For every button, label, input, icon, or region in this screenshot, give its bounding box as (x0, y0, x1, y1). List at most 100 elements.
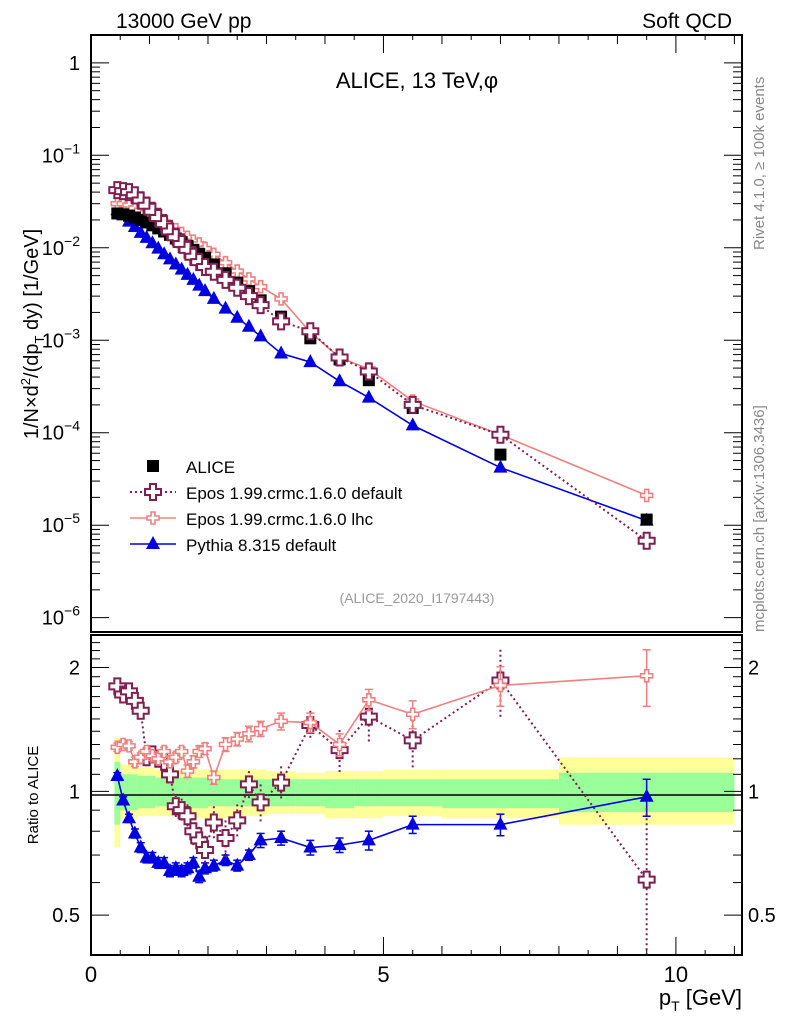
ratio-y-tick-label-right: 0.5 (748, 905, 776, 927)
x-tick-label: 0 (85, 962, 97, 987)
data-point-cross-small (639, 488, 654, 503)
ratio-panel: 0.5 0.5 1 1 2 2 0 5 10 Ratio to ALICE (25, 634, 776, 987)
data-point-triangle (303, 354, 318, 368)
main-frame (90, 34, 743, 633)
rivet-label: Rivet 4.1.0, ≥ 100k events (751, 77, 768, 250)
ratio-bands (114, 737, 735, 848)
data-point-square (640, 513, 653, 526)
data-point-triangle (274, 830, 289, 844)
uncertainty-band-inner (184, 777, 208, 809)
main-panel: 1 10−1 10−2 10−3 10−4 10−5 10−6 ALICE, 13 TeV,… (18, 34, 743, 633)
legend-label: Pythia 8.315 default (186, 536, 337, 555)
data-point-cross-small (174, 744, 189, 759)
data-point-cross-small (230, 264, 245, 278)
data-point-triangle (303, 839, 318, 853)
data-point-cross (131, 701, 150, 720)
svg-text:1/N×d2/(dpT dy) [1/GeV]: 1/N×d2/(dpT dy) [1/GeV] (18, 229, 47, 439)
data-point-square (494, 448, 507, 461)
data-point-cross-small (186, 754, 201, 769)
data-point-triangle (253, 328, 268, 342)
legend: ALICE Epos 1.99.crmc.1.6.0 default Epos 1.… (130, 458, 403, 555)
ratio-y-tick-label: 1 (69, 781, 80, 803)
data-point-cross-small (303, 715, 318, 730)
ratio-y-tick-label-right: 2 (748, 658, 759, 680)
data-point-cross (491, 425, 510, 444)
main-ticks: 1 10−1 10−2 10−3 10−4 10−5 10−6 (42, 34, 742, 630)
uncertainty-band-inner (441, 779, 559, 809)
ratio-series-0 (108, 649, 656, 955)
data-point-triangle (122, 810, 137, 824)
data-point-cross-small (332, 737, 347, 752)
y-tick-label: 10−6 (42, 603, 80, 630)
svg-text:pT [GeV]: pT [GeV] (659, 985, 742, 1014)
data-point-triangle (332, 373, 347, 387)
data-point-cross (251, 793, 270, 812)
data-point-triangle (405, 417, 420, 431)
data-point-cross (144, 483, 162, 501)
data-point-cross (196, 841, 215, 860)
data-point-cross (403, 731, 422, 750)
uncertainty-band-inner (324, 779, 355, 809)
data-point-cross (239, 775, 258, 794)
data-point-triangle (405, 816, 420, 830)
data-point-triangle (206, 290, 221, 304)
analysis-tag: (ALICE_2020_I1797443) (340, 590, 495, 606)
data-point-cross-small (151, 751, 166, 766)
header-right: Soft QCD (642, 10, 732, 33)
data-point-triangle (192, 868, 207, 882)
data-point-cross-small (274, 292, 288, 306)
data-point-cross (272, 312, 291, 331)
header-left: 13000 GeV pp (116, 10, 251, 33)
data-point-triangle (116, 792, 131, 806)
data-point-cross (359, 362, 378, 381)
ratio-series (108, 648, 656, 955)
uncertainty-band-inner (383, 779, 442, 807)
data-point-triangle (157, 854, 172, 868)
data-point-cross-small (122, 739, 136, 753)
x-tick-label: 10 (664, 962, 688, 987)
data-point-cross-small (207, 770, 221, 785)
data-point-triangle (253, 832, 268, 846)
data-point-cross-small (198, 741, 212, 756)
data-point-cross (204, 813, 223, 832)
data-point-triangle (332, 837, 347, 851)
data-point-triangle (493, 459, 508, 473)
data-point-cross-small (242, 272, 256, 286)
y-tick-label: 1 (69, 53, 80, 75)
uncertainty-band-inner (295, 779, 325, 807)
data-point-triangle (146, 536, 160, 549)
y-tick-label: 10−3 (42, 325, 80, 352)
series-1 (108, 181, 656, 550)
data-point-cross-small (362, 692, 376, 707)
data-point-triangle (493, 816, 508, 830)
uncertainty-band-inner (137, 775, 156, 809)
data-point-cross (228, 811, 247, 830)
data-point-cross (637, 870, 656, 889)
data-point-triangle (186, 271, 201, 285)
data-point-triangle (230, 857, 245, 871)
ratio-y-tick-label-right: 1 (748, 781, 759, 803)
data-point-cross-small (146, 511, 160, 525)
data-point-cross (216, 829, 235, 848)
ratio-y-tick-label: 2 (69, 658, 80, 680)
y-axis-title: 1/N×d2/(dpT dy) [1/GeV] (18, 229, 47, 439)
uncertainty-band-inner (114, 761, 121, 825)
ratio-y-tick-label: 0.5 (52, 905, 80, 927)
data-point-cross (272, 773, 291, 792)
plot-title: ALICE, 13 TeV,φ (336, 68, 498, 93)
mcplots-label: mcplots.cern.ch [arXiv:1306.3436] (751, 405, 768, 632)
data-point-triangle (198, 283, 213, 297)
data-point-cross (403, 395, 422, 414)
data-point-cross-small (242, 727, 256, 741)
data-point-square (147, 460, 159, 472)
data-point-cross-small (405, 707, 420, 722)
data-point-cross-small (253, 721, 268, 736)
y-tick-label: 10−1 (42, 140, 80, 167)
data-point-triangle (206, 857, 221, 871)
data-point-triangle (133, 839, 148, 853)
data-point-triangle (241, 318, 256, 332)
data-point-cross (359, 707, 378, 726)
ratio-series-2 (110, 767, 654, 884)
data-point-triangle (639, 788, 654, 802)
